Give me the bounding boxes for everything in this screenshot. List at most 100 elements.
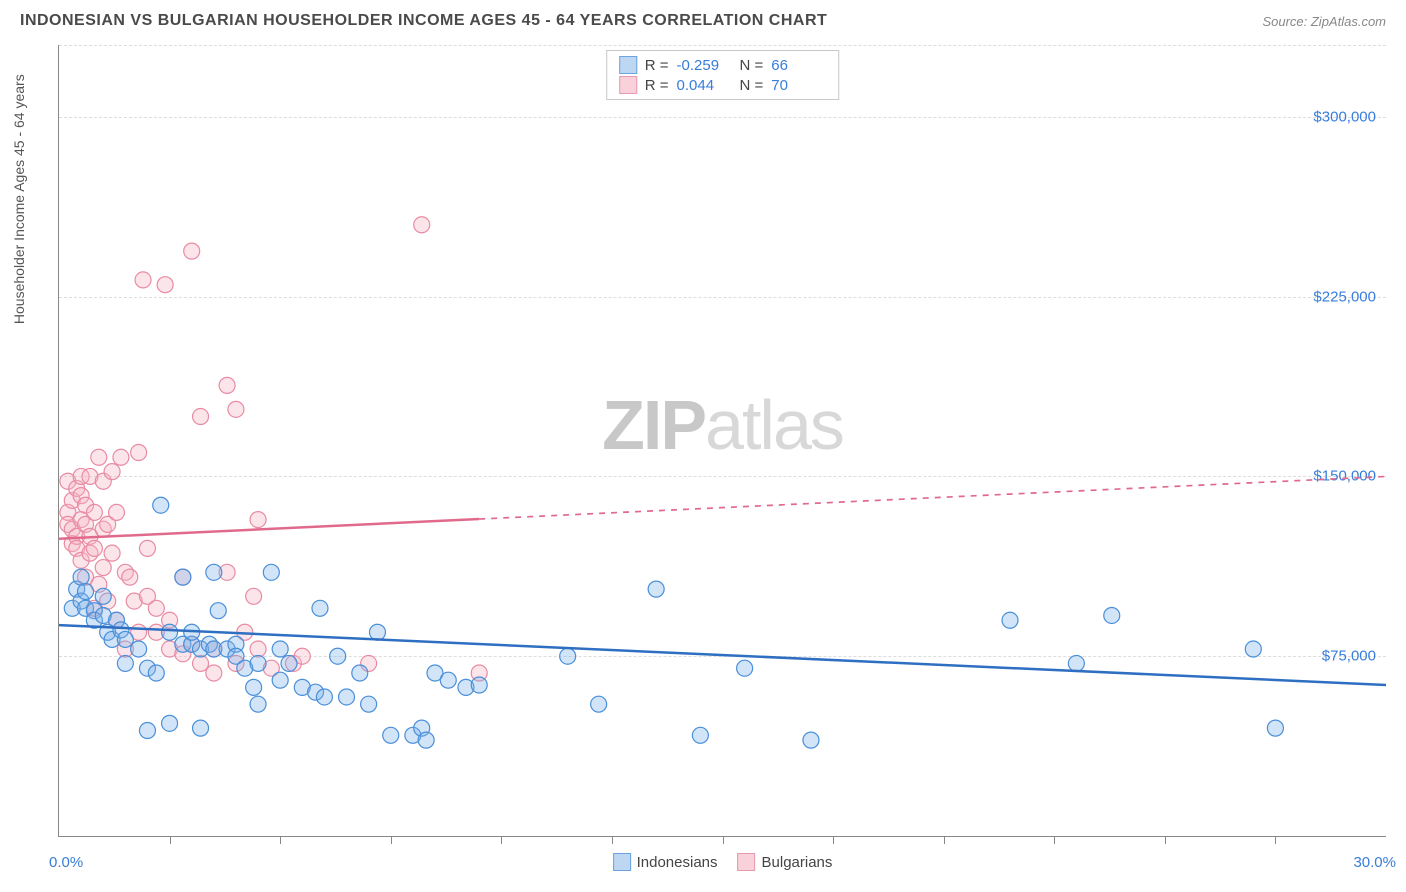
data-point <box>440 672 456 688</box>
data-point <box>135 272 151 288</box>
data-point <box>104 545 120 561</box>
data-point <box>692 727 708 743</box>
data-point <box>78 584 94 600</box>
r-value: 0.044 <box>677 77 732 94</box>
data-point <box>560 648 576 664</box>
data-point <box>157 277 173 293</box>
swatch-bulgarians <box>619 76 637 94</box>
data-point <box>193 720 209 736</box>
x-tick <box>944 836 945 844</box>
data-point <box>250 641 266 657</box>
x-tick <box>833 836 834 844</box>
data-point <box>281 655 297 671</box>
n-value: 70 <box>771 77 826 94</box>
source-label: Source: ZipAtlas.com <box>1262 14 1386 29</box>
regression-line <box>59 519 479 539</box>
data-point <box>471 677 487 693</box>
data-point <box>206 665 222 681</box>
stats-row-bulgarians: R = 0.044 N = 70 <box>619 75 827 95</box>
data-point <box>418 732 434 748</box>
data-point <box>228 401 244 417</box>
bottom-legend: Indonesians Bulgarians <box>613 853 833 871</box>
legend-item-indonesians: Indonesians <box>613 853 718 871</box>
data-point <box>117 655 133 671</box>
n-label: N = <box>740 57 764 74</box>
data-point <box>1245 641 1261 657</box>
swatch-bulgarians <box>738 853 756 871</box>
regression-line-dashed <box>479 476 1386 519</box>
x-tick <box>280 836 281 844</box>
data-point <box>139 540 155 556</box>
data-point <box>272 672 288 688</box>
data-point <box>117 631 133 647</box>
data-point <box>91 449 107 465</box>
data-point <box>250 655 266 671</box>
data-point <box>591 696 607 712</box>
x-tick <box>1054 836 1055 844</box>
data-point <box>272 641 288 657</box>
data-point <box>184 243 200 259</box>
data-point <box>246 588 262 604</box>
data-point <box>1068 655 1084 671</box>
data-point <box>131 641 147 657</box>
data-point <box>95 588 111 604</box>
data-point <box>162 624 178 640</box>
x-axis-min-label: 0.0% <box>49 854 83 871</box>
data-point <box>109 504 125 520</box>
data-point <box>330 648 346 664</box>
data-point <box>210 603 226 619</box>
data-point <box>104 464 120 480</box>
data-point <box>648 581 664 597</box>
data-point <box>1002 612 1018 628</box>
data-point <box>95 560 111 576</box>
stats-legend: R = -0.259 N = 66 R = 0.044 N = 70 <box>606 50 840 100</box>
data-point <box>737 660 753 676</box>
data-point <box>86 540 102 556</box>
data-point <box>193 655 209 671</box>
data-point <box>383 727 399 743</box>
data-point <box>153 497 169 513</box>
data-point <box>339 689 355 705</box>
chart-area: Householder Income Ages 45 - 64 years $7… <box>58 45 1386 837</box>
data-point <box>193 409 209 425</box>
data-point <box>86 504 102 520</box>
data-point <box>312 600 328 616</box>
x-tick <box>170 836 171 844</box>
r-label: R = <box>645 57 669 74</box>
legend-label: Bulgarians <box>762 854 833 871</box>
data-point <box>162 715 178 731</box>
data-point <box>206 564 222 580</box>
data-point <box>803 732 819 748</box>
data-point <box>113 449 129 465</box>
swatch-indonesians <box>619 56 637 74</box>
data-point <box>139 723 155 739</box>
x-tick <box>1275 836 1276 844</box>
data-point <box>250 696 266 712</box>
data-point <box>131 444 147 460</box>
x-tick <box>1165 836 1166 844</box>
data-point <box>73 569 89 585</box>
swatch-indonesians <box>613 853 631 871</box>
data-point <box>1104 607 1120 623</box>
data-point <box>369 624 385 640</box>
data-point <box>219 377 235 393</box>
legend-label: Indonesians <box>637 854 718 871</box>
x-tick <box>501 836 502 844</box>
legend-item-bulgarians: Bulgarians <box>738 853 833 871</box>
chart-title: INDONESIAN VS BULGARIAN HOUSEHOLDER INCO… <box>20 12 827 30</box>
data-point <box>246 679 262 695</box>
data-point <box>361 696 377 712</box>
r-value: -0.259 <box>677 57 732 74</box>
stats-row-indonesians: R = -0.259 N = 66 <box>619 55 827 75</box>
data-point <box>250 512 266 528</box>
n-label: N = <box>740 77 764 94</box>
data-point <box>1267 720 1283 736</box>
data-point <box>148 600 164 616</box>
data-point <box>148 665 164 681</box>
data-point <box>352 665 368 681</box>
x-tick <box>391 836 392 844</box>
data-point <box>414 217 430 233</box>
x-axis-max-label: 30.0% <box>1353 854 1396 871</box>
data-point <box>316 689 332 705</box>
y-axis-title: Householder Income Ages 45 - 64 years <box>11 74 27 324</box>
